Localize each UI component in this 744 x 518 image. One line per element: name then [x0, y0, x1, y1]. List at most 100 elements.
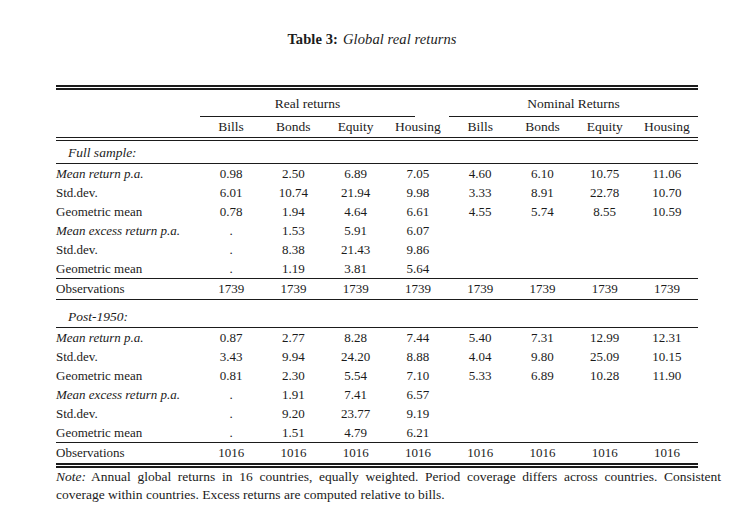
cell-value [636, 221, 698, 240]
cell-value [449, 240, 511, 259]
observations-value: 1739 [574, 279, 636, 300]
data-row: Std.dev..8.3821.439.86 [56, 240, 698, 259]
cell-value [449, 385, 511, 404]
data-row: Std.dev..9.2023.779.19 [56, 404, 698, 423]
cell-value [511, 385, 573, 404]
column-header-bonds-nominal: Bonds [511, 117, 573, 139]
cell-value [574, 404, 636, 423]
cell-value: 10.70 [636, 183, 698, 202]
cell-value: 3.81 [325, 259, 387, 279]
empty-corner-cell [56, 88, 200, 118]
cell-value: 5.74 [511, 202, 573, 221]
table-note: Note:Annual global returns in 16 countri… [56, 468, 721, 504]
column-header-equity-real: Equity [325, 117, 387, 139]
cell-value [449, 259, 511, 279]
cell-value: . [200, 240, 262, 259]
cell-value: 5.33 [449, 366, 511, 385]
cell-value [636, 423, 698, 443]
observations-value: 1739 [636, 279, 698, 300]
row-label: Std.dev. [56, 240, 200, 259]
cell-value: 10.75 [574, 164, 636, 184]
cell-value: 7.05 [387, 164, 449, 184]
table-title: Table 3:Global real returns [0, 31, 744, 48]
cell-value [636, 385, 698, 404]
cell-value: 11.06 [636, 164, 698, 184]
cell-value: 6.21 [387, 423, 449, 443]
cell-value: 21.43 [325, 240, 387, 259]
cell-value [449, 423, 511, 443]
cell-value [511, 259, 573, 279]
cell-value: 6.01 [200, 183, 262, 202]
cell-value: 7.44 [387, 328, 449, 348]
cell-value: 8.28 [325, 328, 387, 348]
cell-value: 5.40 [449, 328, 511, 348]
cell-value: 22.78 [574, 183, 636, 202]
data-row: Mean excess return p.a..1.535.916.07 [56, 221, 698, 240]
data-row: Mean return p.a.0.872.778.287.445.407.31… [56, 328, 698, 348]
table-title-caption: Global real returns [343, 31, 457, 47]
observations-value: 1016 [449, 443, 511, 466]
cell-value: 4.60 [449, 164, 511, 184]
data-row: Std.dev.3.439.9424.208.884.049.8025.0910… [56, 347, 698, 366]
cell-value: 3.33 [449, 183, 511, 202]
cell-value: 8.55 [574, 202, 636, 221]
cell-value: 5.54 [325, 366, 387, 385]
cell-value: . [200, 259, 262, 279]
cell-value [574, 221, 636, 240]
cell-value: 0.78 [200, 202, 262, 221]
cell-value: 1.19 [262, 259, 324, 279]
cell-value: 1.91 [262, 385, 324, 404]
cell-value: 5.64 [387, 259, 449, 279]
row-label: Mean excess return p.a. [56, 385, 200, 404]
cell-value [449, 221, 511, 240]
cell-value: 11.90 [636, 366, 698, 385]
group-header-row: Real returns Nominal Returns [56, 88, 698, 118]
row-label: Std.dev. [56, 347, 200, 366]
column-header-bonds-real: Bonds [262, 117, 324, 139]
column-header-housing-real: Housing [387, 117, 449, 139]
row-label: Geometric mean [56, 259, 200, 279]
cell-value: 6.61 [387, 202, 449, 221]
group-label-nominal-returns: Nominal Returns [449, 96, 698, 117]
paper-page: Table 3:Global real returns Real returns… [0, 0, 744, 518]
note-label: Note: [56, 469, 86, 484]
column-header-bills-nominal: Bills [449, 117, 511, 139]
observations-value: 1739 [262, 279, 324, 300]
cell-value: 6.89 [511, 366, 573, 385]
row-label: Mean return p.a. [56, 328, 200, 348]
group-label-real-returns: Real returns [200, 96, 415, 117]
cell-value: 1.53 [262, 221, 324, 240]
observations-value: 1016 [262, 443, 324, 466]
section-heading: Full sample: [56, 139, 698, 164]
observations-value: 1016 [325, 443, 387, 466]
cell-value: 21.94 [325, 183, 387, 202]
cell-value [574, 423, 636, 443]
row-label: Mean return p.a. [56, 164, 200, 184]
observations-value: 1739 [387, 279, 449, 300]
cell-value: 4.55 [449, 202, 511, 221]
cell-value [511, 404, 573, 423]
row-label: Std.dev. [56, 404, 200, 423]
cell-value: 7.31 [511, 328, 573, 348]
cell-value: 8.91 [511, 183, 573, 202]
cell-value: 9.20 [262, 404, 324, 423]
cell-value [511, 423, 573, 443]
global-returns-table: Real returns Nominal Returns BillsBondsE… [56, 85, 698, 468]
cell-value: 8.38 [262, 240, 324, 259]
cell-value: 6.57 [387, 385, 449, 404]
data-row: Geometric mean.1.514.796.21 [56, 423, 698, 443]
row-label: Std.dev. [56, 183, 200, 202]
cell-value: 2.77 [262, 328, 324, 348]
section-row: Full sample: [56, 139, 698, 164]
cell-value [574, 240, 636, 259]
data-row: Std.dev.6.0110.7421.949.983.338.9122.781… [56, 183, 698, 202]
cell-value: 6.10 [511, 164, 573, 184]
observations-value: 1739 [449, 279, 511, 300]
observations-value: 1016 [511, 443, 573, 466]
cell-value: 2.30 [262, 366, 324, 385]
cell-value [511, 240, 573, 259]
cell-value: 10.15 [636, 347, 698, 366]
section-heading: Post-1950: [56, 300, 698, 328]
observations-value: 1739 [325, 279, 387, 300]
data-row: Mean return p.a.0.982.506.897.054.606.10… [56, 164, 698, 184]
